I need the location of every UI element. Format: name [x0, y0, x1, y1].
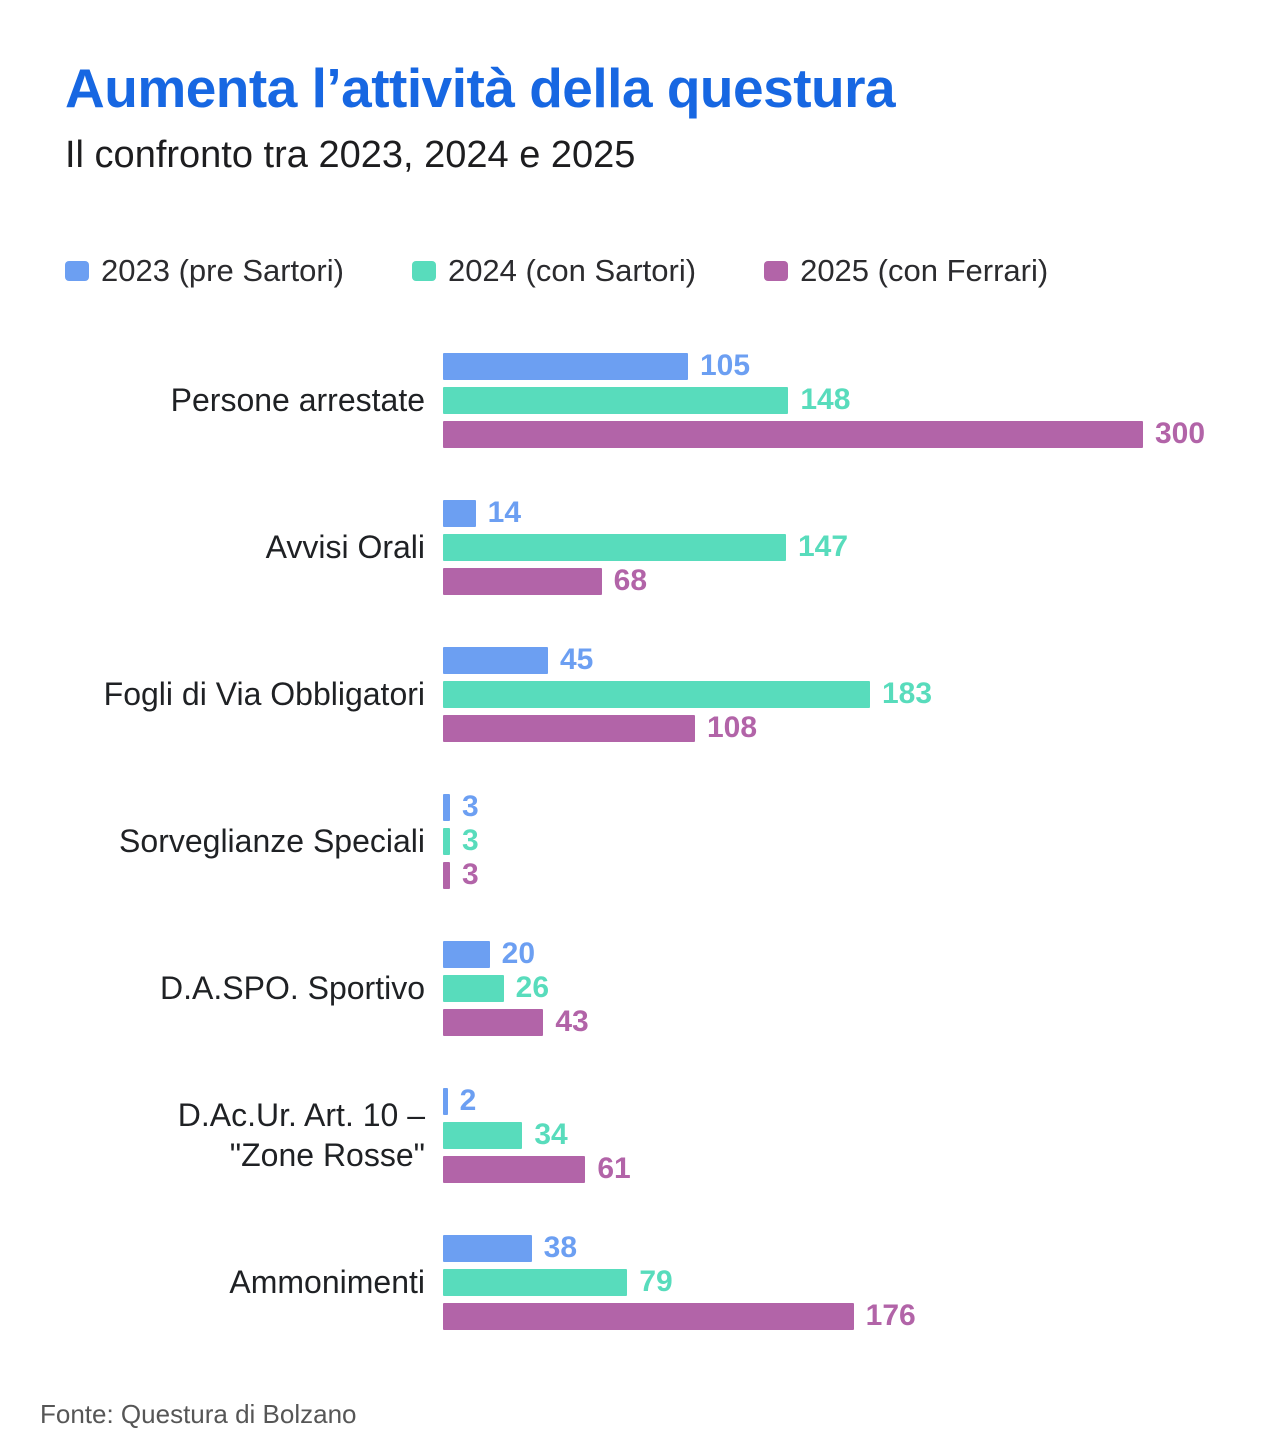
bar — [443, 352, 688, 380]
bar — [443, 1234, 532, 1262]
category-label: D.Ac.Ur. Art. 10 – "Zone Rosse" — [177, 1097, 425, 1174]
value-label: 45 — [560, 643, 594, 677]
value-label: 176 — [865, 1299, 916, 1333]
page-subtitle: Il confronto tra 2023, 2024 e 2025 — [65, 133, 636, 176]
bar-line: 45 — [443, 643, 1215, 676]
value-label: 108 — [707, 711, 758, 745]
bar-group: 105 148 300 — [443, 349, 1215, 450]
bar-group: 38 79 176 — [443, 1231, 1215, 1332]
chart-row: Persone arrestate 105 148 300 — [65, 349, 1215, 450]
legend-label: 2025 (con Ferrari) — [800, 252, 1049, 288]
value-label: 20 — [501, 937, 536, 971]
bar — [443, 974, 504, 1002]
bar — [443, 1087, 448, 1115]
bar — [443, 386, 789, 414]
source-note: Fonte: Questura di Bolzano — [40, 1399, 357, 1429]
value-label: 61 — [597, 1152, 631, 1186]
bar-line: 3 — [443, 824, 1215, 857]
bar-group: 2 34 61 — [443, 1084, 1215, 1185]
value-label: 147 — [798, 530, 849, 564]
value-label: 26 — [515, 971, 550, 1005]
bar-line: 108 — [443, 711, 1215, 744]
value-label: 68 — [613, 564, 648, 598]
bar-line: 61 — [443, 1152, 1215, 1185]
bar — [443, 533, 786, 561]
chart-row: Avvisi Orali 14 147 68 — [65, 496, 1215, 597]
chart-row: Sorveglianze Speciali 3 3 3 — [65, 790, 1215, 891]
bar-line: 79 — [443, 1265, 1215, 1298]
bar — [443, 680, 870, 708]
chart-row: Fogli di Via Obbligatori 45 183 108 — [65, 643, 1215, 744]
page-title: Aumenta l’attività della questura — [65, 57, 896, 119]
bar — [443, 499, 476, 527]
value-label: 183 — [882, 677, 933, 711]
bar-line: 300 — [443, 417, 1215, 450]
legend-label: 2023 (pre Sartori) — [101, 252, 344, 288]
bar-line: 3 — [443, 858, 1215, 891]
bar — [443, 1121, 523, 1149]
bar-line: 183 — [443, 677, 1215, 710]
bar-line: 105 — [443, 349, 1215, 382]
bar-group: 45 183 108 — [443, 643, 1215, 744]
chart-row: D.Ac.Ur. Art. 10 – "Zone Rosse" 2 34 61 — [65, 1084, 1215, 1185]
value-label: 3 — [462, 790, 479, 824]
value-label: 14 — [487, 496, 522, 530]
legend-item: 2024 (con Sartori) — [411, 252, 697, 289]
chart-legend: 2023 (pre Sartori) 2024 (con Sartori) 2025… — [65, 253, 1215, 289]
bar-line: 26 — [443, 971, 1215, 1004]
bar-line: 147 — [443, 530, 1215, 563]
bar — [443, 1268, 628, 1296]
value-label: 79 — [639, 1265, 673, 1299]
bar-line: 34 — [443, 1118, 1215, 1151]
legend-swatch-icon — [764, 260, 789, 281]
legend-swatch-icon — [65, 260, 89, 281]
category-label: Persone arrestate — [170, 382, 425, 419]
legend-swatch-icon — [411, 260, 436, 281]
bar — [443, 793, 450, 821]
bar-group: 20 26 43 — [443, 937, 1215, 1038]
value-label: 38 — [543, 1231, 578, 1265]
legend-label: 2024 (con Sartori) — [447, 252, 697, 288]
bar — [443, 420, 1143, 448]
bar — [443, 1155, 586, 1183]
legend-item: 2023 (pre Sartori) — [65, 253, 344, 289]
category-label: Ammonimenti — [229, 1264, 425, 1301]
bar — [443, 827, 450, 855]
bar-line: 14 — [443, 496, 1215, 529]
value-label: 43 — [555, 1005, 589, 1039]
bar — [443, 714, 695, 742]
bar — [443, 646, 548, 674]
bar-chart: Persone arrestate 105 148 300 Avvisi Orali 14… — [65, 349, 1215, 1332]
bar-line: 20 — [443, 937, 1215, 970]
value-label: 3 — [462, 858, 479, 892]
value-label: 300 — [1155, 417, 1206, 451]
bar — [443, 1302, 854, 1330]
value-label: 2 — [459, 1084, 477, 1118]
bar-line: 3 — [443, 790, 1215, 823]
category-label: Avvisi Orali — [265, 529, 425, 566]
bar — [443, 940, 490, 968]
bar — [443, 861, 450, 889]
bar-line: 2 — [443, 1084, 1215, 1117]
bar-line: 38 — [443, 1231, 1215, 1264]
value-label: 148 — [800, 383, 851, 417]
chart-row: Ammonimenti 38 79 176 — [65, 1231, 1215, 1332]
bar — [443, 567, 602, 595]
legend-item: 2025 (con Ferrari) — [764, 253, 1048, 289]
bar-line: 43 — [443, 1005, 1215, 1038]
bar-group: 14 147 68 — [443, 496, 1215, 597]
value-label: 105 — [700, 349, 751, 383]
category-label: Sorveglianze Speciali — [119, 823, 425, 860]
bar-line: 148 — [443, 383, 1215, 416]
bar-line: 68 — [443, 564, 1215, 597]
category-label: Fogli di Via Obbligatori — [103, 676, 425, 713]
bar — [443, 1008, 544, 1036]
value-label: 3 — [462, 824, 479, 858]
bar-line: 176 — [443, 1299, 1215, 1332]
category-label: D.A.SPO. Sportivo — [160, 970, 425, 1007]
value-label: 34 — [534, 1118, 568, 1152]
chart-row: D.A.SPO. Sportivo 20 26 43 — [65, 937, 1215, 1038]
